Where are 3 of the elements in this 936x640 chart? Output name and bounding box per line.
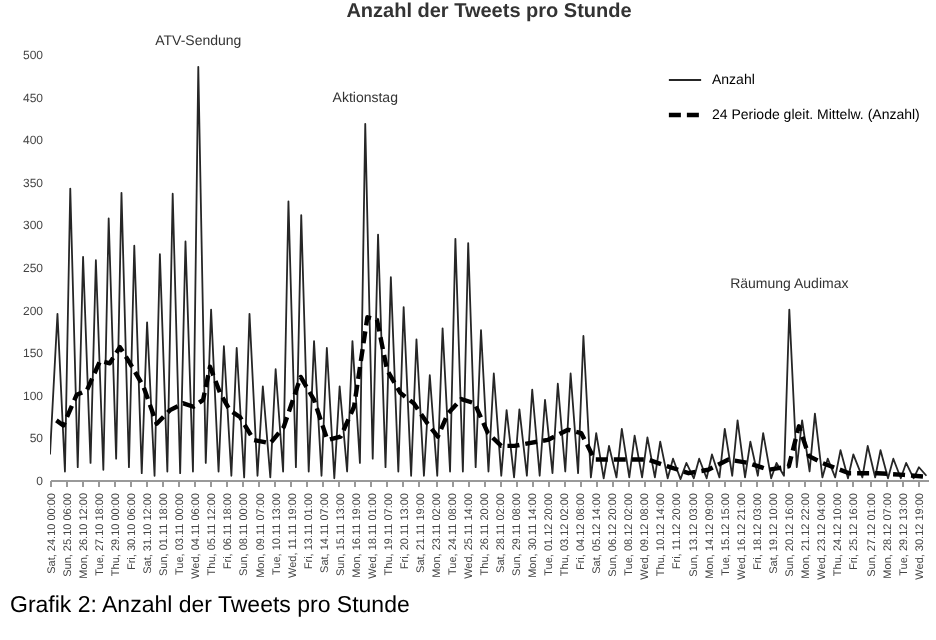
- chart-title: Anzahl der Tweets pro Stunde: [346, 0, 633, 23]
- line-series: [50, 65, 928, 480]
- text: Grafik 2: Anzahl der Tweets pro Stunde: [10, 594, 410, 618]
